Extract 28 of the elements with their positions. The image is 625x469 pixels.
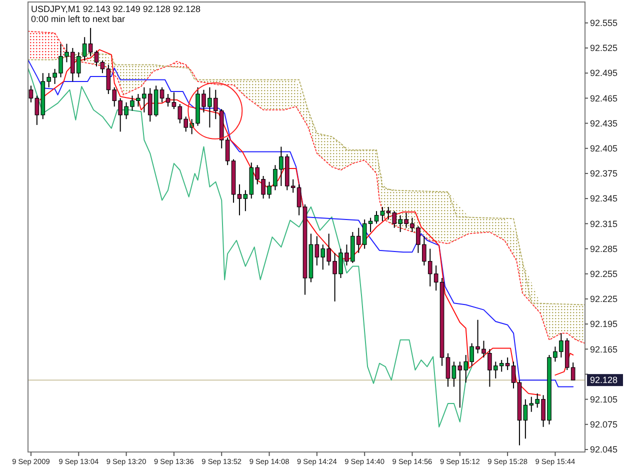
y-tick-label: 92.195 bbox=[590, 319, 618, 330]
candlestick bbox=[446, 352, 450, 388]
candlestick bbox=[100, 60, 105, 74]
y-tick-label: 92.225 bbox=[590, 294, 618, 304]
y-tick-label: 92.315 bbox=[590, 218, 618, 229]
y-tick-label: 92.345 bbox=[590, 194, 618, 204]
y-tick-label: 92.375 bbox=[590, 168, 618, 179]
candlestick bbox=[511, 361, 516, 389]
y-tick-label: 92.255 bbox=[590, 268, 618, 279]
y-tick-label: 92.525 bbox=[590, 43, 618, 54]
y-tick-label: 92.075 bbox=[590, 420, 618, 430]
y-tick-label: 92.405 bbox=[590, 144, 618, 154]
text: 0:00 min left to next bar bbox=[31, 14, 126, 24]
candlestick bbox=[237, 184, 242, 216]
y-tick-label: 92.105 bbox=[590, 394, 618, 404]
y-tick-label: 92.285 bbox=[590, 244, 618, 254]
line-series bbox=[28, 68, 472, 428]
ref-line-label: 92.128 bbox=[590, 375, 618, 386]
y-tick-label: 92.555 bbox=[590, 18, 618, 28]
candlestick bbox=[28, 85, 34, 103]
y-tick-label: 92.495 bbox=[590, 68, 618, 78]
chart-title: USDJPY,M1 92.143 92.149 92.128 92.128 bbox=[31, 4, 200, 14]
y-tick-label: 92.165 bbox=[590, 344, 618, 354]
y-tick-label: 92.465 bbox=[590, 93, 618, 104]
candlestick bbox=[374, 210, 379, 224]
candlestick bbox=[94, 50, 99, 67]
y-tick-label: 92.045 bbox=[590, 444, 618, 455]
y-tick-label: 92.435 bbox=[590, 118, 618, 128]
